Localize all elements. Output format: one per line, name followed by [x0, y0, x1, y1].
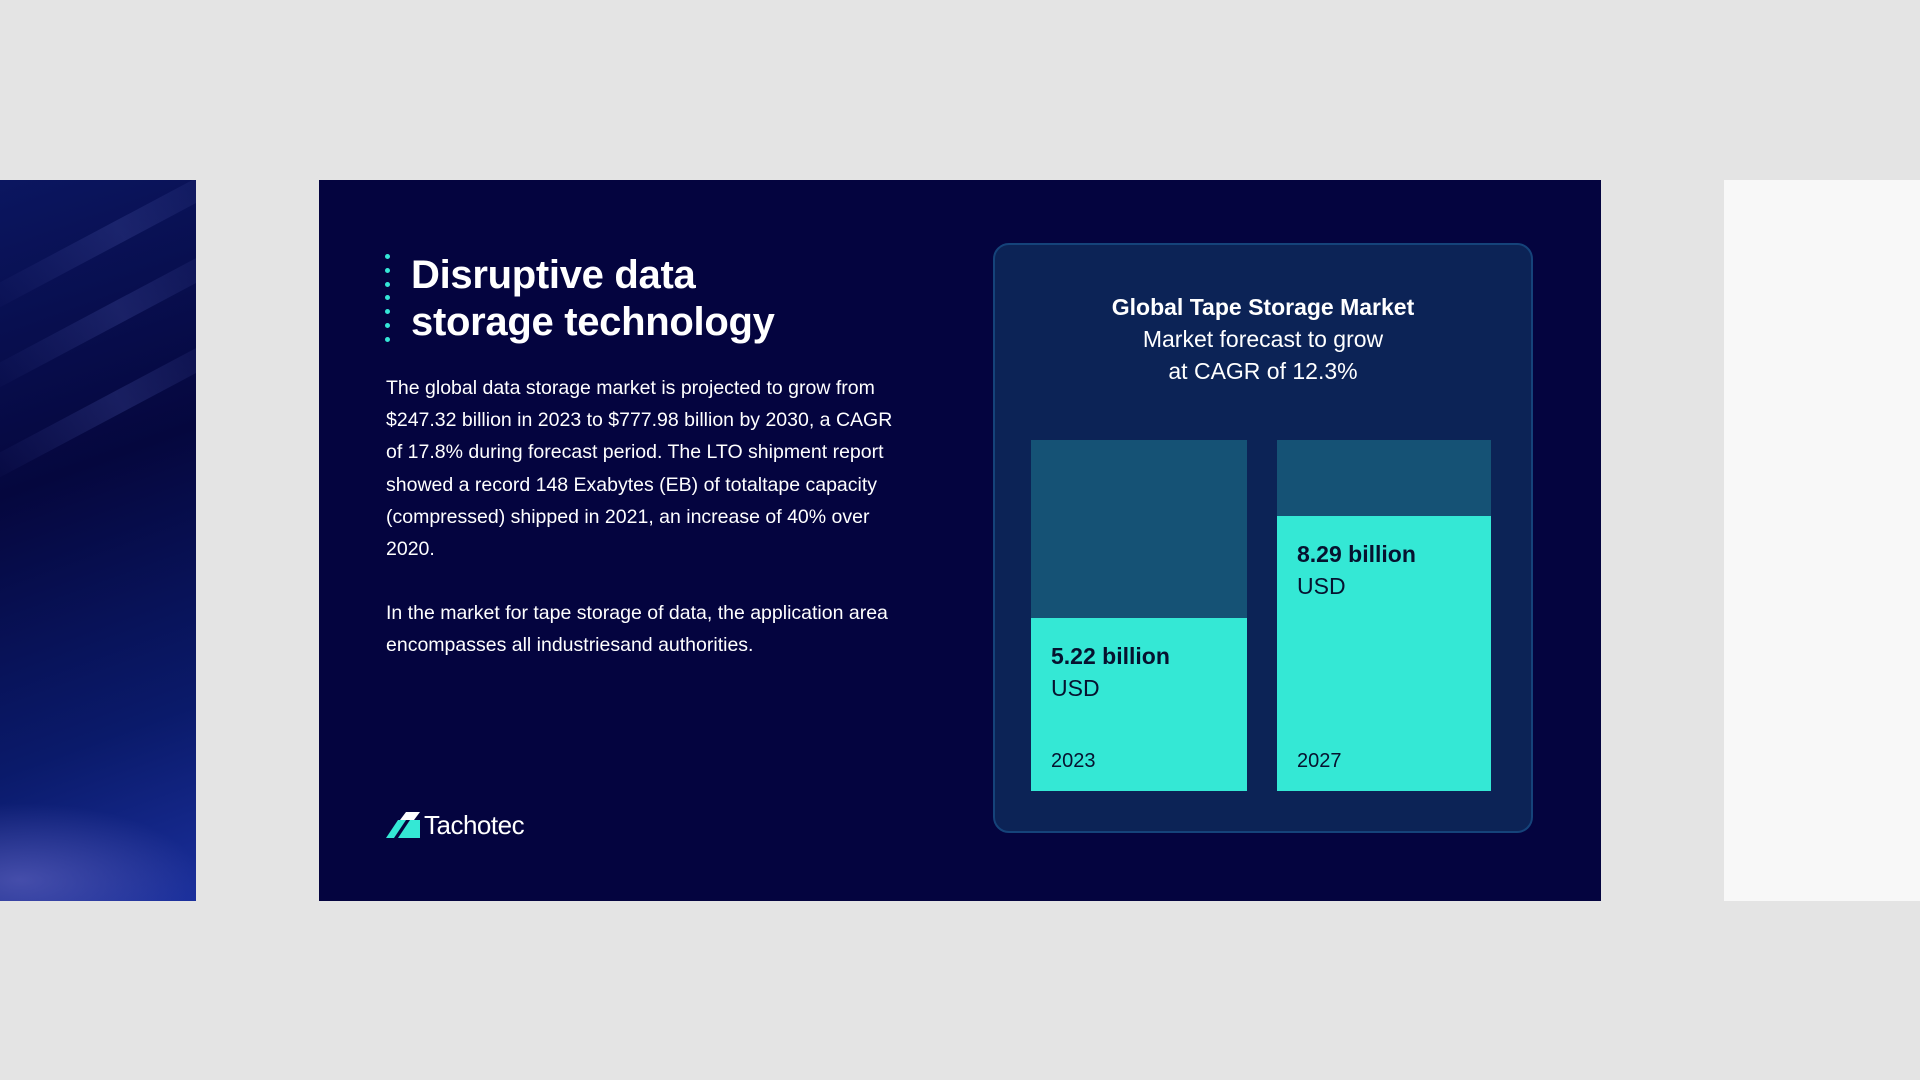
bar-value-unit: USD [1051, 675, 1100, 701]
bar-value-number: 8.29 billion [1297, 541, 1416, 567]
body-paragraph-1: The global data storage market is projec… [386, 377, 893, 561]
bar-fill: 5.22 billion USD 2023 [1031, 618, 1247, 791]
next-slide-thumbnail[interactable] [1724, 180, 1920, 901]
background-streak [0, 316, 196, 486]
bar-value-number: 5.22 billion [1051, 643, 1170, 669]
chart-heading: Global Tape Storage Market Market foreca… [995, 291, 1531, 387]
brand-logo: Tachotec [386, 808, 525, 842]
slide-title-line1: Disruptive data [411, 253, 696, 297]
bar-category-label: 2023 [1051, 750, 1096, 772]
slide-title: Disruptive data storage technology [411, 252, 841, 346]
previous-slide-thumbnail[interactable] [0, 180, 196, 901]
slide-title-line2: storage technology [411, 300, 775, 344]
chart-subtitle-line2: at CAGR of 12.3% [1168, 358, 1358, 384]
slide-body: The global data storage market is projec… [386, 372, 906, 662]
bar-column-2023: 5.22 billion USD 2023 [1031, 440, 1247, 791]
chart-subtitle-line1: Market forecast to grow [1142, 326, 1384, 352]
chart-title: Global Tape Storage Market [1111, 294, 1415, 320]
bar-value-unit: USD [1297, 573, 1346, 599]
brand-name: Tachotec [424, 809, 525, 840]
body-paragraph-2: In the market for tape storage of data, … [386, 602, 888, 657]
current-slide: Disruptive data storage technology The g… [319, 180, 1601, 901]
market-chart-card: Global Tape Storage Market Market foreca… [993, 243, 1533, 833]
bar-category-label: 2027 [1297, 750, 1342, 772]
title-dots-decoration [384, 254, 390, 342]
bar-fill: 8.29 billion USD 2027 [1277, 516, 1491, 791]
tachotec-logo-icon [386, 812, 420, 838]
bar-value-label: 5.22 billion USD [1051, 640, 1170, 704]
bar-value-label: 8.29 billion USD [1297, 538, 1416, 602]
bar-column-2027: 8.29 billion USD 2027 [1277, 440, 1491, 791]
